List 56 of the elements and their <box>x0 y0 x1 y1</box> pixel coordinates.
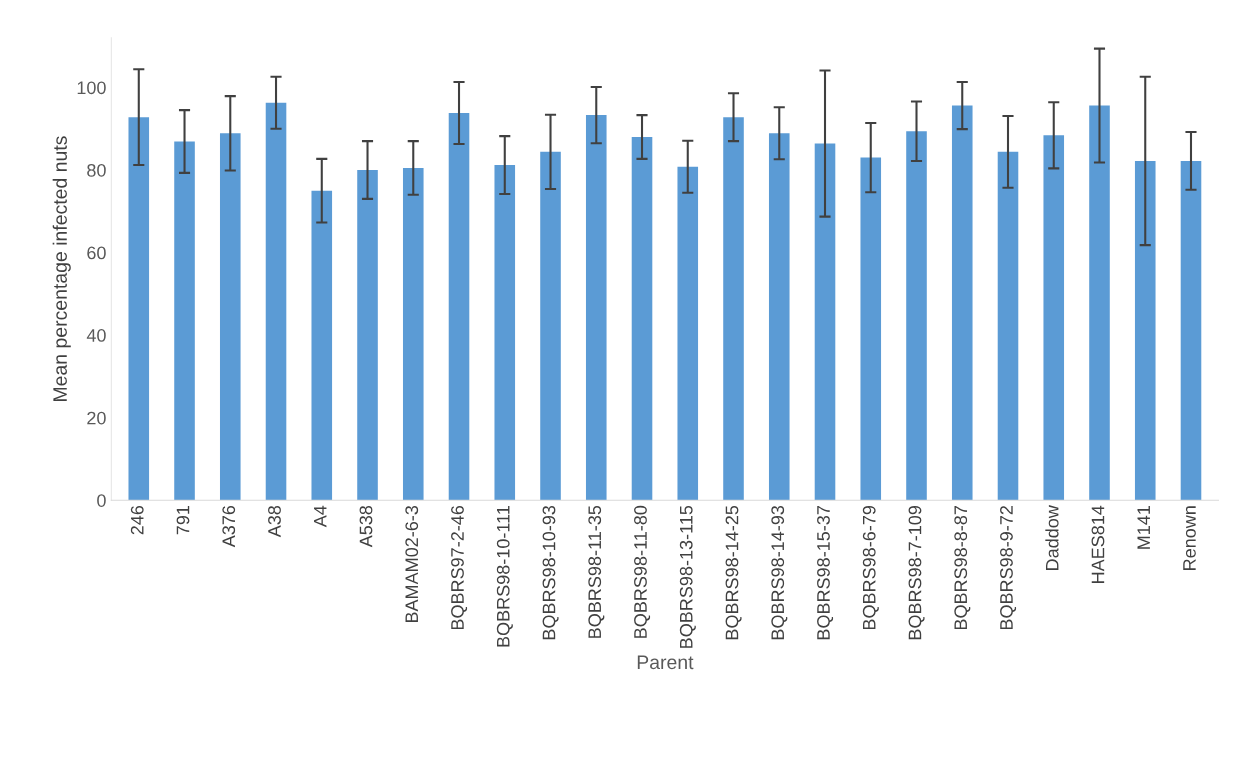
bar <box>585 115 607 501</box>
bar <box>723 117 744 501</box>
bar <box>951 105 973 501</box>
x-tick-label: 791 <box>176 506 190 535</box>
bar <box>814 143 836 501</box>
bar <box>311 190 333 501</box>
bar <box>219 133 241 501</box>
x-tick-label: BQBRS98-14-25 <box>725 505 742 640</box>
bar <box>631 136 653 501</box>
y-axis-title: Mean percentage infected nuts <box>52 136 71 401</box>
y-tick-label: 0 <box>97 494 106 507</box>
bar <box>494 165 516 501</box>
x-tick-label: BQBRS98-13-115 <box>679 505 696 648</box>
bar <box>174 141 195 501</box>
x-tick-label: A376 <box>222 505 236 548</box>
bar <box>402 167 424 501</box>
bar <box>1180 160 1202 501</box>
x-tick-label: Renown <box>1183 506 1196 570</box>
bar <box>1043 135 1065 501</box>
x-tick-label: M141 <box>1137 506 1150 549</box>
y-tick-label: 80 <box>87 163 106 177</box>
x-tick-label: BQBRS97-2-46 <box>451 505 468 630</box>
bar <box>448 113 470 501</box>
x-tick-label: BQBRS98-9-72 <box>1000 506 1017 630</box>
bar <box>1134 160 1156 501</box>
x-tick-label: HAES814 <box>1091 505 1105 583</box>
x-tick-label: A4 <box>314 505 327 528</box>
x-tick-label: BQBRS98-8-87 <box>954 506 971 630</box>
x-tick-label: BQBRS98-14-93 <box>771 505 788 640</box>
bar <box>357 170 378 501</box>
x-tick-label: Daddow <box>1045 505 1059 570</box>
bar <box>1089 105 1110 501</box>
x-tick-label: A38 <box>268 505 281 538</box>
bar <box>860 157 882 501</box>
y-tick-label: 100 <box>77 81 106 95</box>
x-tick-label: 246 <box>130 505 144 535</box>
y-tick-label: 60 <box>87 246 106 260</box>
bar <box>128 117 150 501</box>
x-axis-title: Parent <box>637 655 694 670</box>
bar <box>768 133 790 501</box>
x-tick-label: BQBRS98-6-79 <box>862 505 879 630</box>
x-tick-label: A538 <box>359 505 373 548</box>
bar <box>265 102 287 501</box>
x-tick-label: BQBRS98-11-35 <box>588 505 605 638</box>
x-tick-label: BQBRS98-11-80 <box>634 505 651 638</box>
x-tick-label: BQBRS98-7-109 <box>908 505 925 640</box>
bar <box>997 151 1019 501</box>
y-tick-label: 20 <box>87 411 106 425</box>
bar <box>677 166 699 501</box>
x-tick-label: BQBRS98-15-37 <box>817 506 834 640</box>
x-tick-label: BQBRS98-10-93 <box>542 505 559 640</box>
bar <box>540 151 561 501</box>
y-tick-label: 40 <box>86 329 106 342</box>
bar <box>906 131 927 501</box>
x-tick-label: BQBRS98-10-111 <box>496 506 513 647</box>
x-tick-label: BAMAM02-6-3 <box>405 505 419 623</box>
